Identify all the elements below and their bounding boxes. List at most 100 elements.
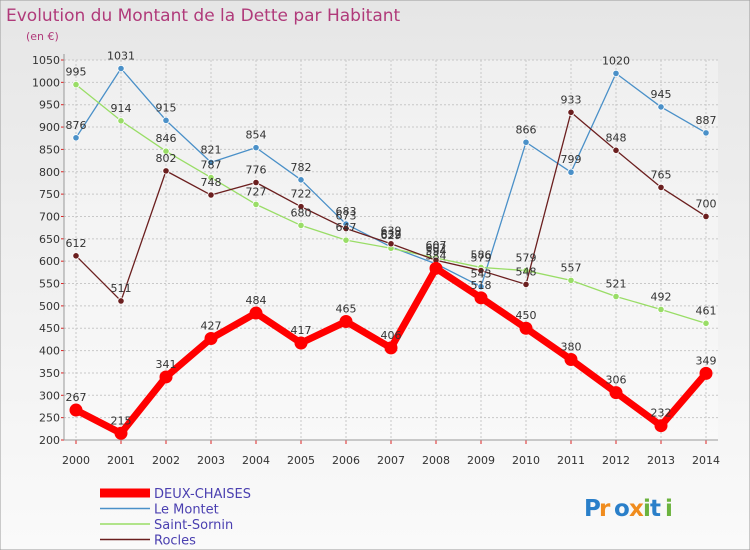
data-point	[69, 403, 83, 417]
data-label: 427	[201, 320, 222, 333]
data-label: 584	[426, 249, 447, 262]
data-label: 933	[561, 93, 582, 106]
legend-label: DEUX-CHAISES	[154, 487, 251, 502]
data-label: 776	[246, 163, 267, 176]
data-label: 683	[336, 205, 357, 218]
x-tick-label: 2011	[557, 454, 585, 467]
chart-title: Evolution du Montant de la Dette par Hab…	[6, 6, 401, 26]
logo-letter: P	[584, 496, 601, 522]
data-point	[342, 236, 350, 244]
data-label: 579	[471, 252, 492, 265]
data-label: 306	[606, 374, 627, 387]
proxiti-logo: Pr o x i t i	[584, 496, 673, 522]
y-tick-label: 1000	[32, 76, 60, 89]
data-label: 465	[336, 303, 357, 316]
logo-letter: i	[665, 496, 673, 522]
y-tick-label: 750	[39, 188, 60, 201]
data-label: 232	[651, 407, 672, 420]
data-label: 557	[561, 261, 582, 274]
data-label: 492	[651, 290, 672, 303]
data-point	[612, 146, 620, 154]
data-label: 887	[696, 114, 717, 127]
data-label: 548	[516, 265, 537, 278]
data-label: 673	[336, 210, 357, 223]
data-label: 848	[606, 131, 627, 144]
data-point	[657, 183, 665, 192]
data-point	[702, 129, 710, 137]
x-tick-label: 2008	[422, 454, 450, 467]
y-tick-label: 300	[39, 389, 60, 402]
data-label: 349	[696, 354, 717, 367]
x-tick-label: 2013	[647, 454, 675, 467]
x-tick-label: 2012	[602, 454, 630, 467]
data-label: 802	[156, 152, 177, 165]
data-point	[384, 341, 398, 355]
data-point	[477, 266, 485, 275]
data-label: 461	[696, 304, 717, 317]
y-tick-label: 1050	[32, 54, 60, 67]
data-point	[519, 321, 533, 335]
data-point	[564, 353, 578, 367]
data-point	[699, 366, 713, 380]
data-label: 602	[426, 241, 447, 254]
data-point	[159, 370, 173, 384]
legend-label: Saint-Sornin	[154, 518, 233, 533]
data-point	[204, 332, 218, 346]
data-label: 647	[336, 221, 357, 234]
y-tick-label: 950	[39, 99, 60, 112]
y-tick-label: 650	[39, 233, 60, 246]
axes: 200 250 300 350 400 450 500 550 600 650 700 750 800 8…	[32, 54, 720, 467]
data-point	[387, 240, 395, 248]
data-point	[567, 168, 575, 176]
data-point	[657, 305, 665, 314]
data-point	[477, 283, 485, 291]
data-label: 1020	[602, 54, 630, 67]
data-point	[114, 426, 128, 440]
data-label: 632	[381, 228, 402, 241]
legend-label: Le Montet	[154, 503, 219, 518]
logo-letter: x	[629, 496, 644, 522]
data-point	[702, 319, 710, 327]
data-point	[72, 134, 80, 142]
logo-letter: t	[650, 496, 661, 522]
data-point	[567, 108, 575, 116]
data-point	[429, 261, 443, 275]
data-label: 915	[156, 101, 177, 114]
data-point	[162, 116, 170, 124]
series	[69, 64, 713, 440]
data-label: 727	[246, 185, 267, 198]
data-label: 680	[291, 206, 312, 219]
y-tick-label: 850	[39, 143, 60, 156]
data-label: 700	[696, 197, 717, 210]
data-label: 765	[651, 168, 672, 181]
data-label: 639	[381, 225, 402, 238]
data-label: 854	[246, 129, 267, 142]
y-tick-label: 600	[39, 255, 60, 268]
data-label: 511	[111, 282, 132, 295]
data-point	[609, 386, 623, 400]
x-tick-label: 2004	[242, 454, 270, 467]
data-point	[612, 69, 620, 78]
data-point	[297, 176, 305, 184]
data-label: 846	[156, 132, 177, 145]
data-label: 782	[291, 161, 312, 174]
data-label: 267	[66, 391, 87, 404]
data-point	[297, 221, 305, 230]
data-label: 518	[471, 279, 492, 292]
data-point	[342, 224, 350, 233]
data-label: 612	[66, 237, 87, 250]
data-label: 521	[606, 277, 627, 290]
data-point	[207, 173, 215, 182]
data-label: 914	[111, 102, 132, 115]
logo-letter: r	[599, 496, 611, 522]
data-point	[474, 291, 488, 305]
data-point	[252, 178, 260, 187]
data-point	[207, 158, 215, 166]
data-label: 406	[381, 329, 402, 342]
y-tick-label: 450	[39, 322, 60, 335]
y-tick-label: 400	[39, 345, 60, 358]
data-point	[339, 315, 353, 329]
x-tick-label: 2002	[152, 454, 180, 467]
